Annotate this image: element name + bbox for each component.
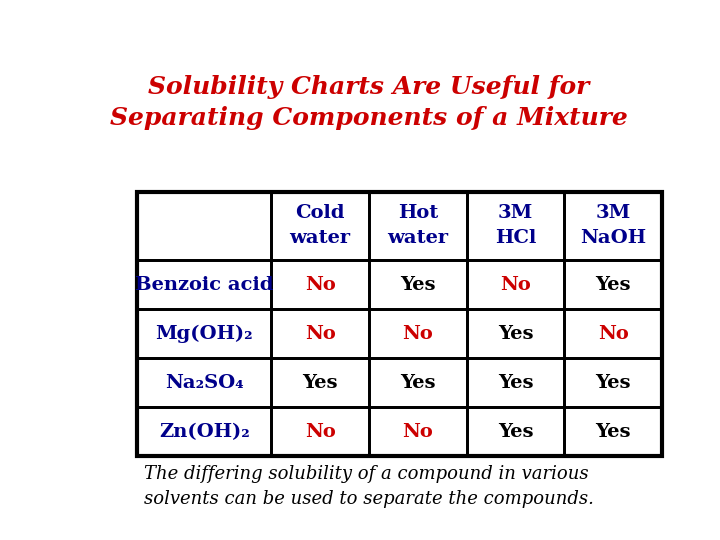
Bar <box>369 359 467 407</box>
Text: Yes: Yes <box>595 374 631 392</box>
Bar <box>271 359 369 407</box>
Text: No: No <box>305 325 336 343</box>
Bar <box>369 192 467 260</box>
Bar <box>467 407 564 456</box>
Bar <box>271 260 369 309</box>
Text: Yes: Yes <box>595 423 631 441</box>
Text: Benzoic acid: Benzoic acid <box>135 276 274 294</box>
Text: Yes: Yes <box>595 276 631 294</box>
Bar <box>564 407 662 456</box>
Text: Na₂SO₄: Na₂SO₄ <box>165 374 244 392</box>
Bar <box>564 192 662 260</box>
Bar <box>467 192 564 260</box>
Bar <box>138 407 271 456</box>
Bar <box>369 260 467 309</box>
Text: Yes: Yes <box>498 423 534 441</box>
Text: The differing solubility of a compound in various
solvents can be used to separa: The differing solubility of a compound i… <box>144 465 594 508</box>
Text: Solubility Charts Are Useful for
Separating Components of a Mixture: Solubility Charts Are Useful for Separat… <box>110 75 628 130</box>
Text: Yes: Yes <box>498 374 534 392</box>
Bar <box>369 407 467 456</box>
Bar <box>271 192 369 260</box>
Bar <box>271 309 369 359</box>
Bar <box>138 192 271 260</box>
Text: No: No <box>305 276 336 294</box>
Text: No: No <box>305 423 336 441</box>
Text: 3M
NaOH: 3M NaOH <box>580 205 646 247</box>
Bar <box>138 359 271 407</box>
Text: No: No <box>598 325 629 343</box>
Text: Yes: Yes <box>302 374 338 392</box>
Bar <box>564 260 662 309</box>
Bar <box>138 260 271 309</box>
Text: Hot
water: Hot water <box>387 205 449 247</box>
Bar <box>138 192 662 456</box>
Text: No: No <box>500 276 531 294</box>
Text: Yes: Yes <box>498 325 534 343</box>
Bar <box>369 309 467 359</box>
Text: No: No <box>402 325 433 343</box>
Bar <box>271 407 369 456</box>
Text: Yes: Yes <box>400 374 436 392</box>
Bar <box>467 260 564 309</box>
Bar <box>138 309 271 359</box>
Text: Zn(OH)₂: Zn(OH)₂ <box>159 423 250 441</box>
Text: Cold
water: Cold water <box>289 205 351 247</box>
Bar <box>564 309 662 359</box>
Text: Yes: Yes <box>400 276 436 294</box>
Text: No: No <box>402 423 433 441</box>
Bar <box>467 309 564 359</box>
Text: 3M
HCl: 3M HCl <box>495 205 536 247</box>
Bar <box>564 359 662 407</box>
Bar <box>467 359 564 407</box>
Text: Mg(OH)₂: Mg(OH)₂ <box>156 325 253 343</box>
